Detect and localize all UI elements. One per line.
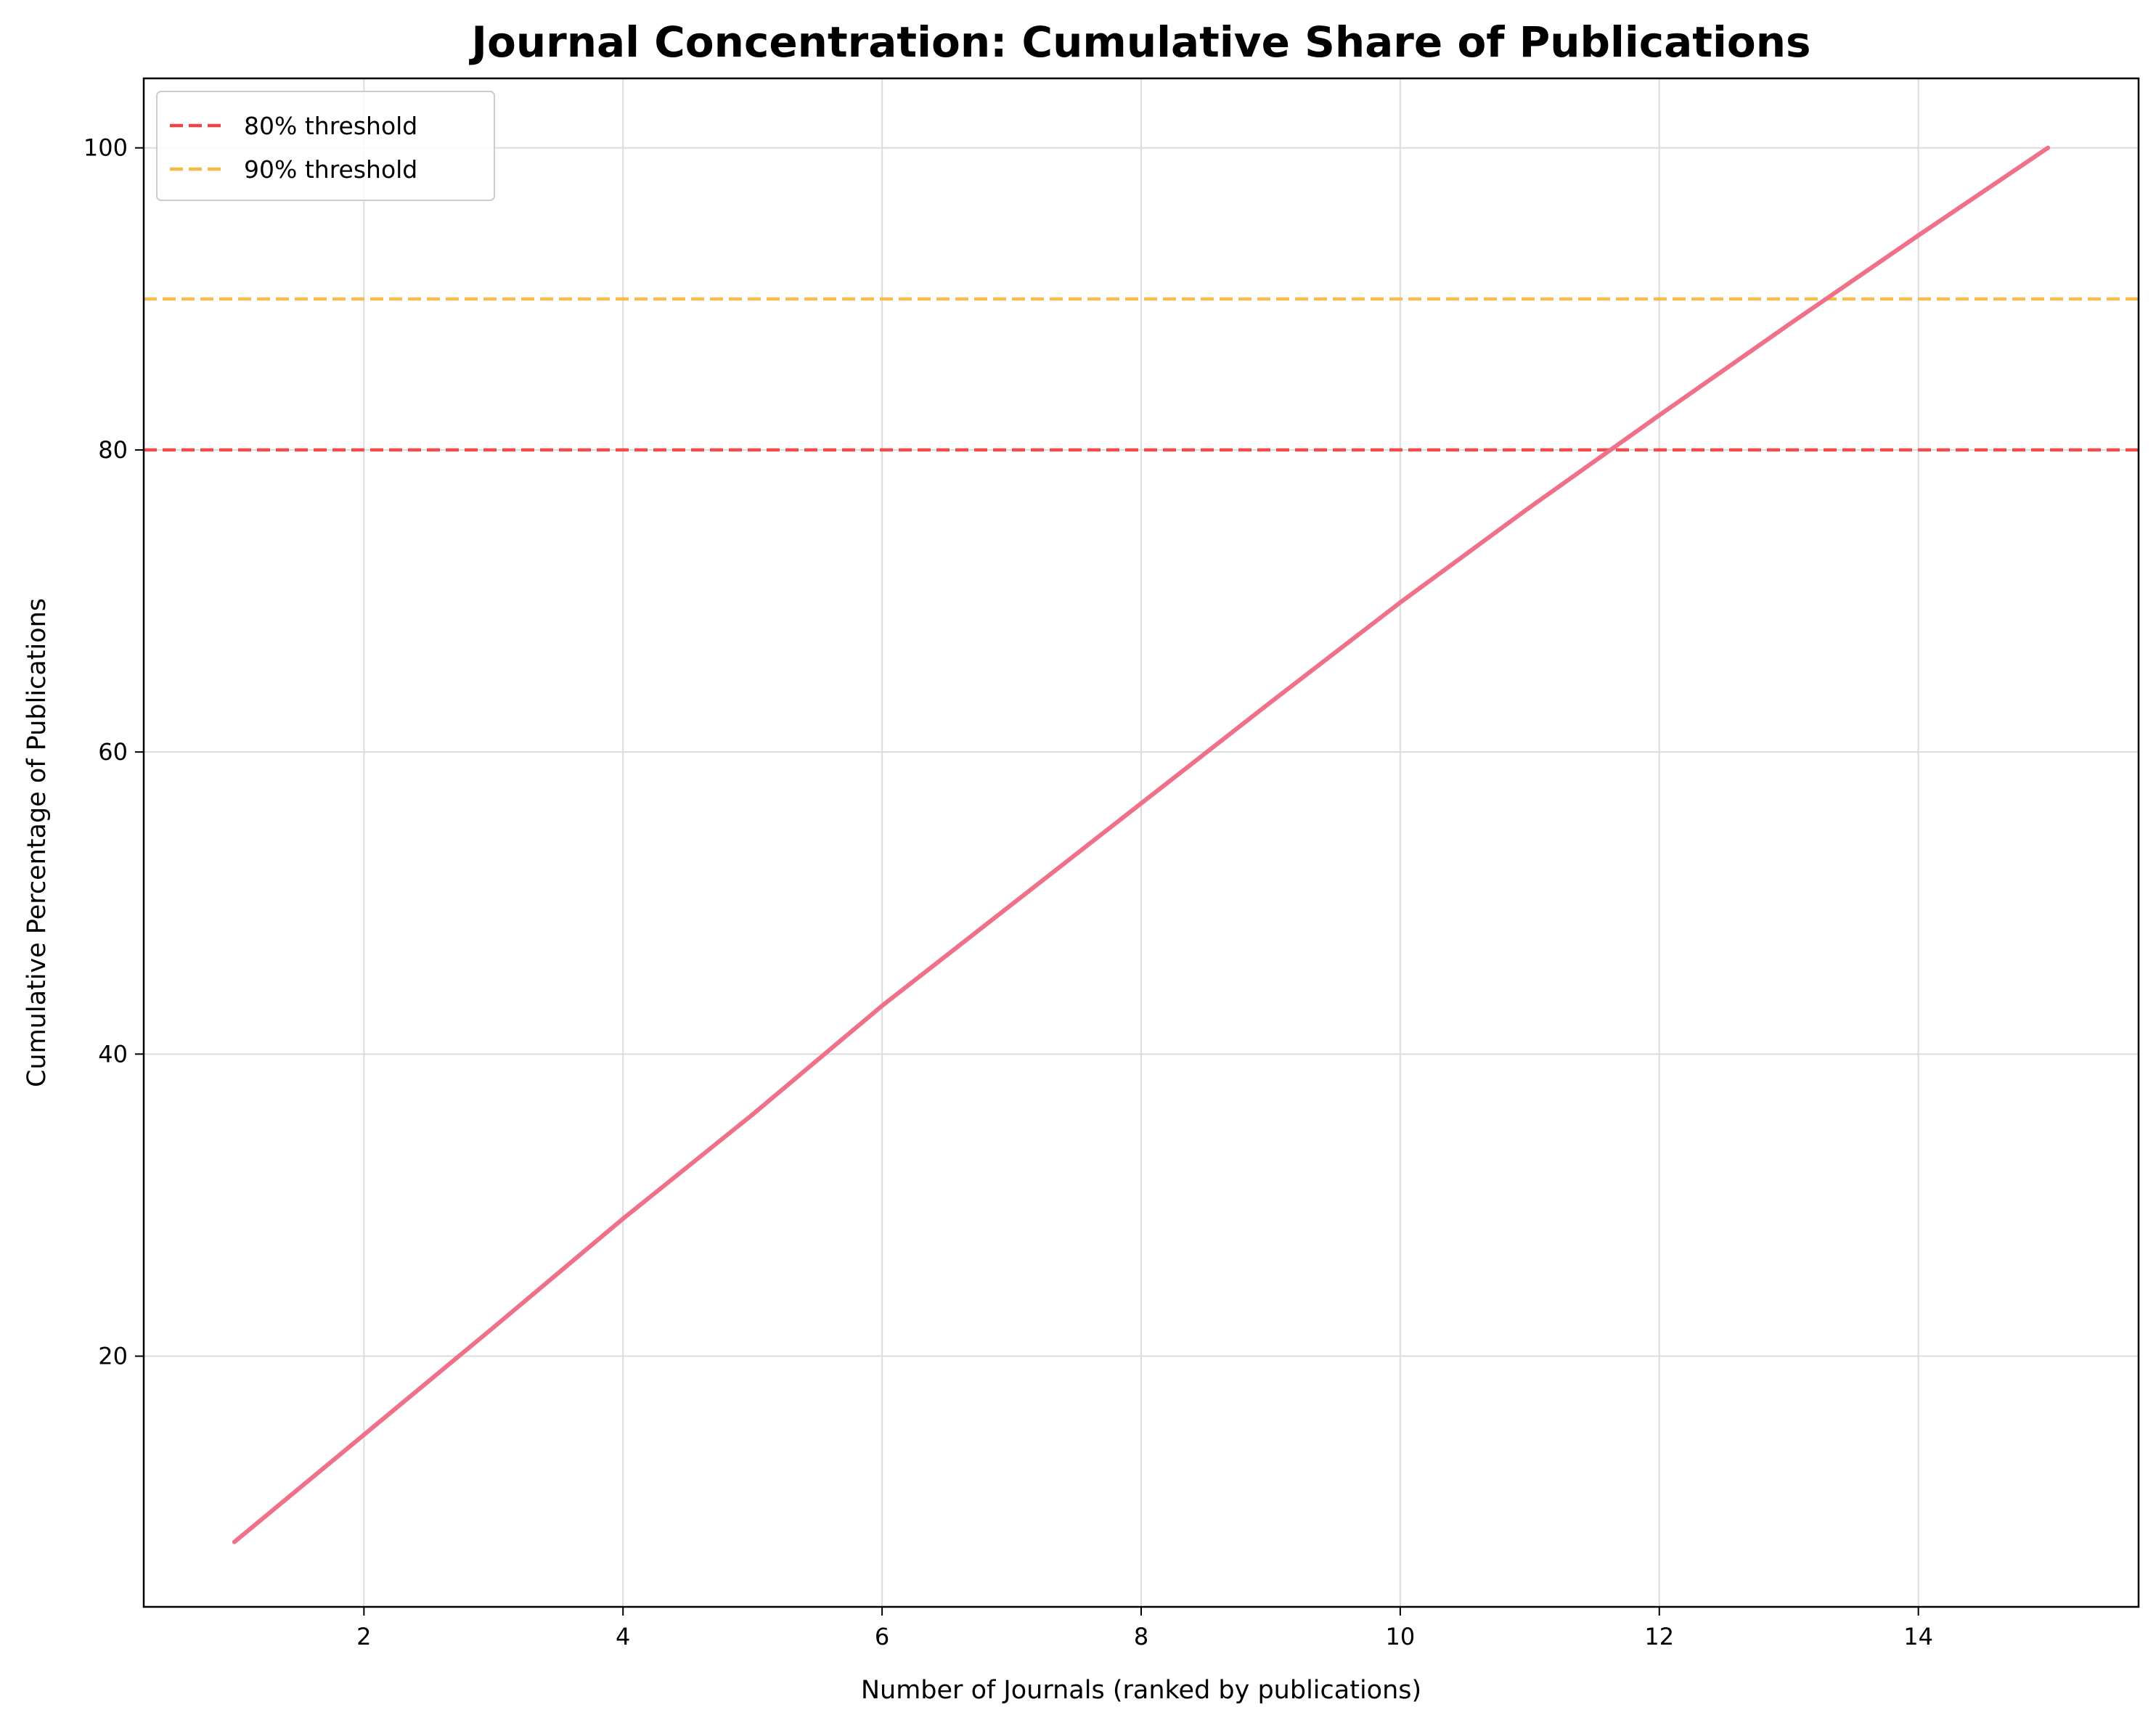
legend-label: 80% threshold: [244, 112, 417, 140]
data-point: [362, 1432, 367, 1437]
y-tick-label: 100: [83, 134, 128, 162]
x-tick-label: 4: [616, 1623, 630, 1650]
y-axis-label: Cumulative Percentage of Publications: [23, 598, 52, 1087]
data-point: [1268, 700, 1273, 705]
legend-label: 90% threshold: [244, 155, 417, 184]
data-point: [1397, 600, 1402, 605]
data-point: [1139, 801, 1143, 806]
data-point: [1916, 233, 1921, 238]
y-tick-label: 80: [98, 436, 128, 464]
x-tick-label: 2: [356, 1623, 371, 1650]
chart-title: Journal Concentration: Cumulative Share …: [468, 17, 1810, 67]
x-tick-label: 14: [1903, 1623, 1933, 1650]
data-point: [621, 1216, 626, 1221]
x-tick-label: 6: [875, 1623, 889, 1650]
y-tick-label: 40: [98, 1040, 128, 1068]
data-point: [1657, 413, 1662, 418]
data-point: [232, 1539, 237, 1544]
y-tick-label: 20: [98, 1343, 128, 1370]
data-point: [880, 1003, 885, 1008]
series-layer: [232, 145, 2051, 1544]
x-tick-label: 10: [1386, 1623, 1416, 1650]
data-point: [1787, 322, 1792, 327]
x-tick-label: 8: [1134, 1623, 1148, 1650]
data-point: [1009, 902, 1014, 907]
legend-box: [156, 91, 495, 201]
data-point: [1527, 505, 1532, 510]
data-point: [491, 1325, 496, 1330]
x-tick-label: 12: [1644, 1623, 1674, 1650]
data-point: [2046, 145, 2051, 150]
grid-layer: [144, 78, 2139, 1607]
reference-lines: [144, 297, 2139, 452]
data-point: [750, 1112, 755, 1117]
y-tick-label: 60: [98, 738, 128, 766]
x-axis-label: Number of Journals (ranked by publicatio…: [861, 1676, 1421, 1705]
axis-ticks: 2 4 6 8 10 12 14 20 40 60 80 100: [83, 134, 1933, 1650]
legend: 80% threshold 90% threshold: [156, 91, 495, 201]
